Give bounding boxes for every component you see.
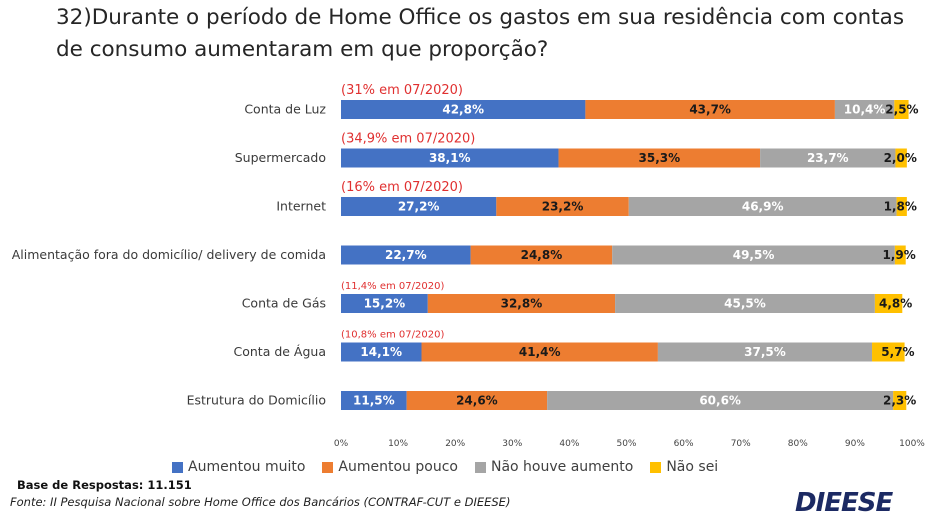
x-tick-label: 70% — [731, 439, 751, 449]
data-label: 5,7% — [881, 345, 914, 359]
x-tick-label: 40% — [559, 439, 579, 449]
bar-segment — [547, 391, 894, 410]
data-label: 32,8% — [501, 297, 543, 311]
bar-segment — [896, 197, 907, 216]
annotation-label: (10,8% em 07/2020) — [341, 330, 444, 341]
data-label: 4,8% — [879, 297, 912, 311]
category-label: Alimentação fora do domicílio/ delivery … — [12, 247, 326, 262]
annotation-label: (34,9% em 07/2020) — [341, 132, 475, 147]
data-label: 2,3% — [883, 394, 916, 408]
bar-segment — [427, 294, 616, 313]
data-label: 1,8% — [884, 200, 917, 214]
annotation-label: (11,4% em 07/2020) — [341, 281, 444, 292]
bar-segment — [470, 245, 613, 265]
bar-segment — [874, 294, 903, 313]
bar-segment — [341, 245, 471, 265]
legend-swatch — [322, 461, 334, 473]
category-label: Supermercado — [235, 150, 326, 165]
bar-segment — [341, 342, 422, 362]
chart-title: 32)Durante o período de Home Office os g… — [56, 5, 905, 62]
data-label: 27,2% — [398, 200, 440, 214]
legend-swatch — [474, 461, 486, 473]
bar-segment — [496, 197, 629, 216]
x-tick-label: 10% — [388, 439, 408, 449]
bar-segment — [406, 391, 548, 410]
x-tick-label: 0% — [334, 439, 349, 449]
bar-segment — [894, 100, 909, 119]
category-label: Internet — [276, 199, 326, 214]
bar-segment — [894, 245, 906, 265]
category-label: Conta de Gás — [242, 296, 326, 311]
x-tick-label: 60% — [674, 439, 694, 449]
data-label: 10,4% — [844, 103, 886, 117]
data-label: 2,5% — [885, 103, 918, 117]
annotation-label: (31% em 07/2020) — [341, 83, 463, 98]
category-label: Conta de Luz — [244, 102, 326, 117]
bar-segment — [341, 148, 559, 168]
x-tick-label: 50% — [616, 439, 636, 449]
bar-segment — [615, 294, 875, 313]
bar-segment — [341, 391, 407, 410]
category-label: Estrutura do Domicílio — [187, 393, 326, 408]
category-label: Conta de Água — [234, 344, 327, 359]
bar-segment — [612, 245, 895, 265]
data-label: 1,9% — [882, 248, 915, 262]
bar-segment — [341, 197, 497, 216]
data-label: 11,5% — [353, 394, 395, 408]
data-label: 15,2% — [364, 297, 406, 311]
legend-label: Não sei — [666, 459, 719, 475]
x-tick-label: 100% — [899, 439, 925, 449]
x-axis: 0% 10% 20% 30% 40% 50% 60% 70% 80% 90% 100% — [334, 439, 925, 449]
legend-label: Aumentou muito — [188, 459, 306, 475]
data-label: 41,4% — [519, 345, 561, 359]
annotation-label: (16% em 07/2020) — [341, 180, 463, 195]
dieese-logo: DIEESE — [795, 488, 893, 518]
data-label: 42,8% — [442, 103, 484, 117]
legend-swatch — [172, 461, 183, 473]
data-label: 60,6% — [699, 394, 741, 408]
bar-segment — [341, 294, 428, 313]
data-label: 45,5% — [724, 297, 766, 311]
bar-segment — [585, 100, 835, 119]
bar-segment — [872, 342, 905, 362]
x-tick-label: 30% — [502, 439, 522, 449]
base-respostas: Base de Respostas: 11.151 — [17, 478, 192, 492]
data-label: 2,0% — [884, 151, 917, 165]
x-tick-label: 90% — [845, 439, 865, 449]
x-tick-label: 20% — [445, 439, 465, 449]
data-label: 22,7% — [385, 248, 427, 262]
bar-segment — [893, 391, 907, 410]
legend-label: Aumentou pouco — [338, 459, 458, 475]
legend-item: Aumentou pouco — [322, 459, 458, 475]
bar-segment — [760, 148, 896, 168]
bar-segment — [341, 100, 586, 119]
legend-item: Aumentou muito — [172, 459, 305, 475]
legend-item: Não sei — [650, 459, 718, 475]
bar-segment — [558, 148, 761, 168]
source-note: Fonte: II Pesquisa Nacional sobre Home O… — [10, 495, 511, 509]
data-label: 37,5% — [744, 345, 786, 359]
data-label: 24,8% — [521, 248, 563, 262]
x-tick-label: 80% — [788, 439, 808, 449]
data-label: 43,7% — [689, 103, 731, 117]
legend-label: Não houve aumento — [490, 459, 634, 475]
bar-segment — [895, 148, 907, 168]
bar-segment — [628, 197, 897, 216]
data-label: 23,2% — [542, 200, 584, 214]
data-label: 35,3% — [639, 151, 681, 165]
bar-segment — [657, 342, 873, 362]
legend-item: Não houve aumento — [474, 459, 634, 475]
data-label: 49,5% — [733, 248, 775, 262]
data-label: 38,1% — [429, 151, 471, 165]
bar-segment — [421, 342, 658, 362]
bar-segment — [834, 100, 895, 119]
data-label: 23,7% — [807, 151, 849, 165]
data-label: 24,6% — [456, 394, 498, 408]
data-label: 46,9% — [742, 200, 784, 214]
bars-layer: Conta de Luz 42,8% 43,7% 10,4% 2,5% Supermerc… — [12, 83, 919, 410]
legend: Aumentou muito Aumentou pouco Não houve au… — [172, 457, 735, 477]
stacked-bar-chart: Conta de Luz 42,8% 43,7% 10,4% 2,5% Supermerc… — [12, 83, 926, 449]
legend-swatch — [650, 461, 662, 473]
data-label: 14,1% — [360, 345, 402, 359]
